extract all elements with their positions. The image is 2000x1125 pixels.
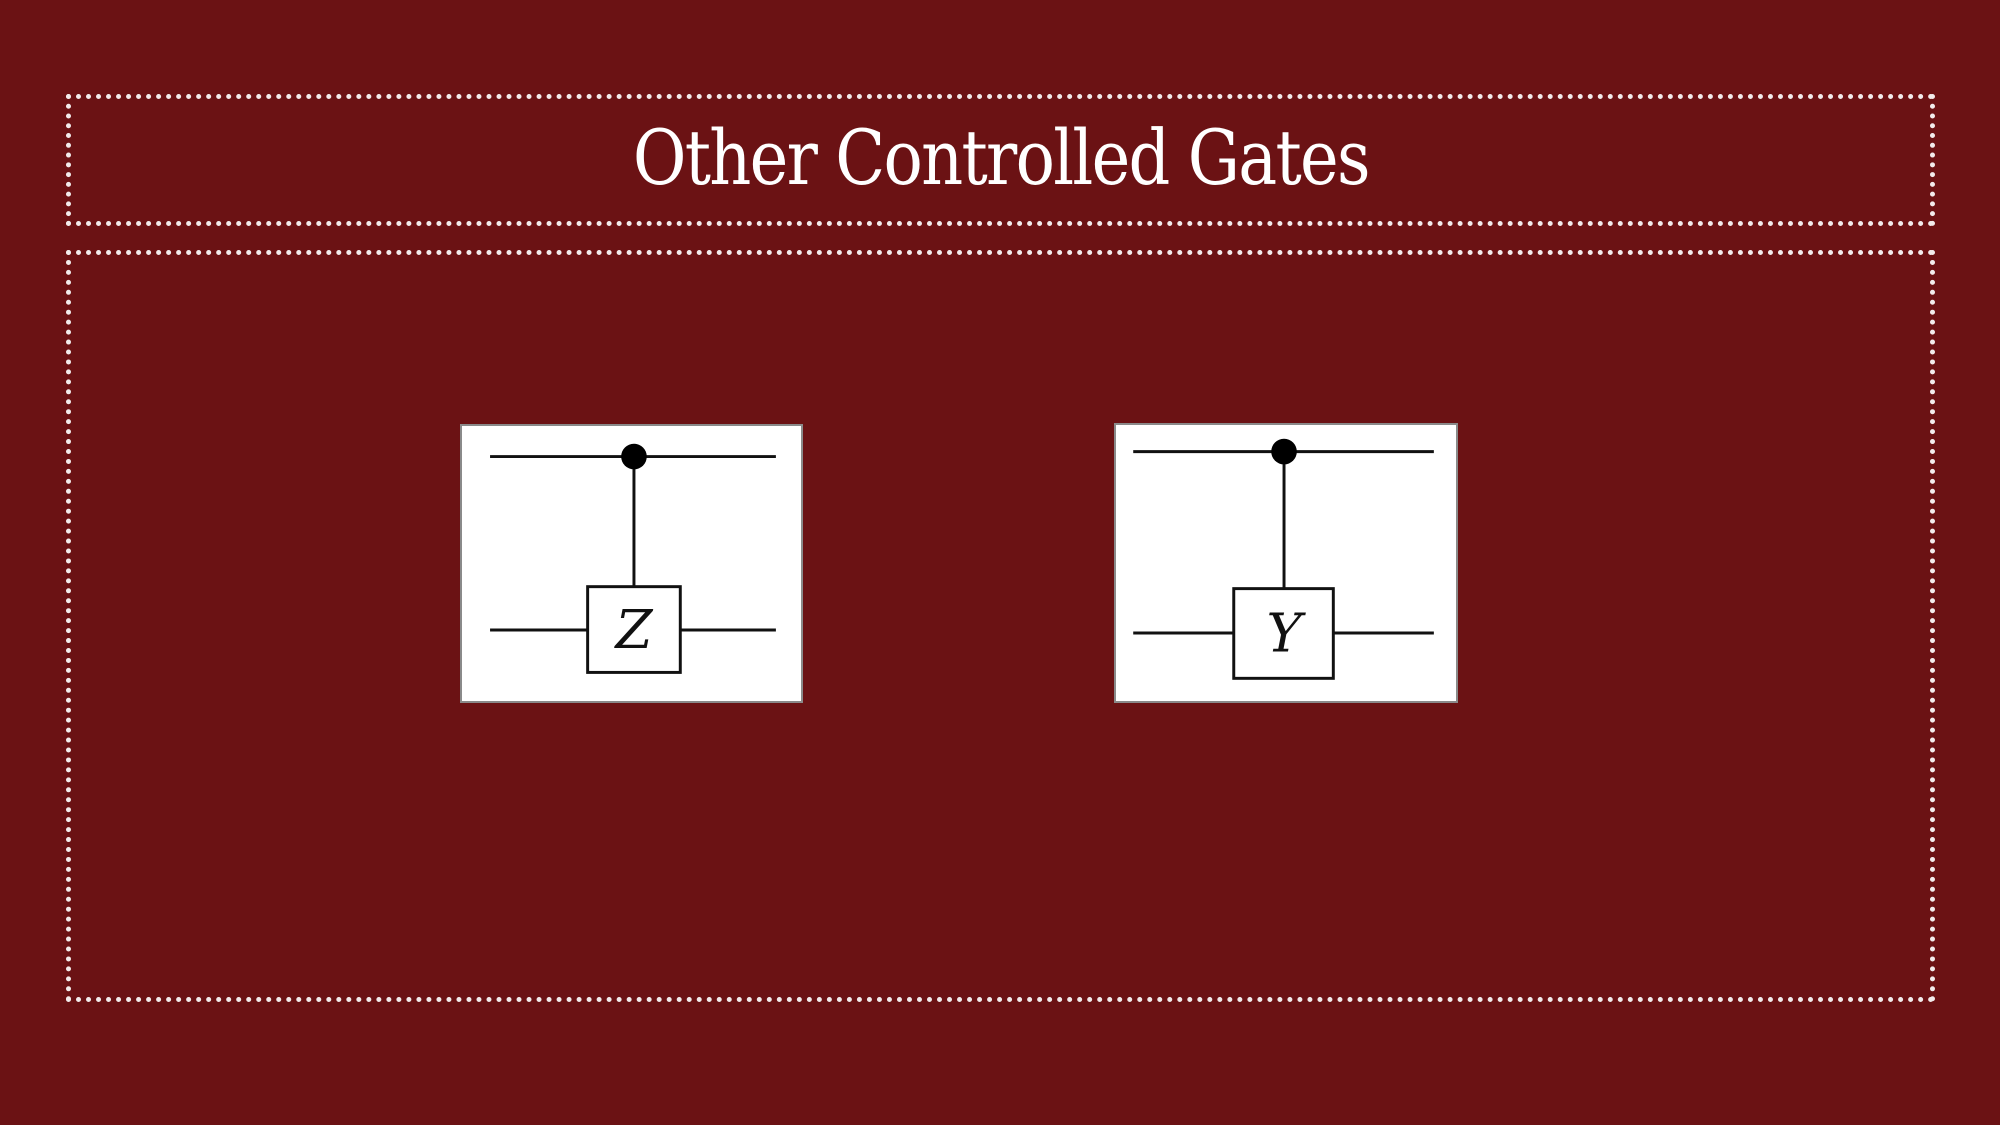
slide-title: Other Controlled Gates: [632, 113, 1371, 202]
control-dot: [1271, 438, 1297, 465]
controlled-y-diagram: Y: [1133, 438, 1434, 680]
gate-label: Y: [1266, 603, 1306, 665]
controlled-z-diagram: Z: [490, 443, 776, 674]
controlled-y-circuit: Y: [1114, 423, 1458, 703]
gate-box: [586, 585, 682, 674]
gate-label: Z: [613, 599, 653, 661]
content-frame: [66, 250, 1935, 1002]
gate-box: [1232, 587, 1335, 680]
controlled-z-circuit: Z: [460, 424, 803, 703]
title-frame: Other Controlled Gates: [66, 94, 1935, 226]
control-dot: [621, 443, 647, 470]
